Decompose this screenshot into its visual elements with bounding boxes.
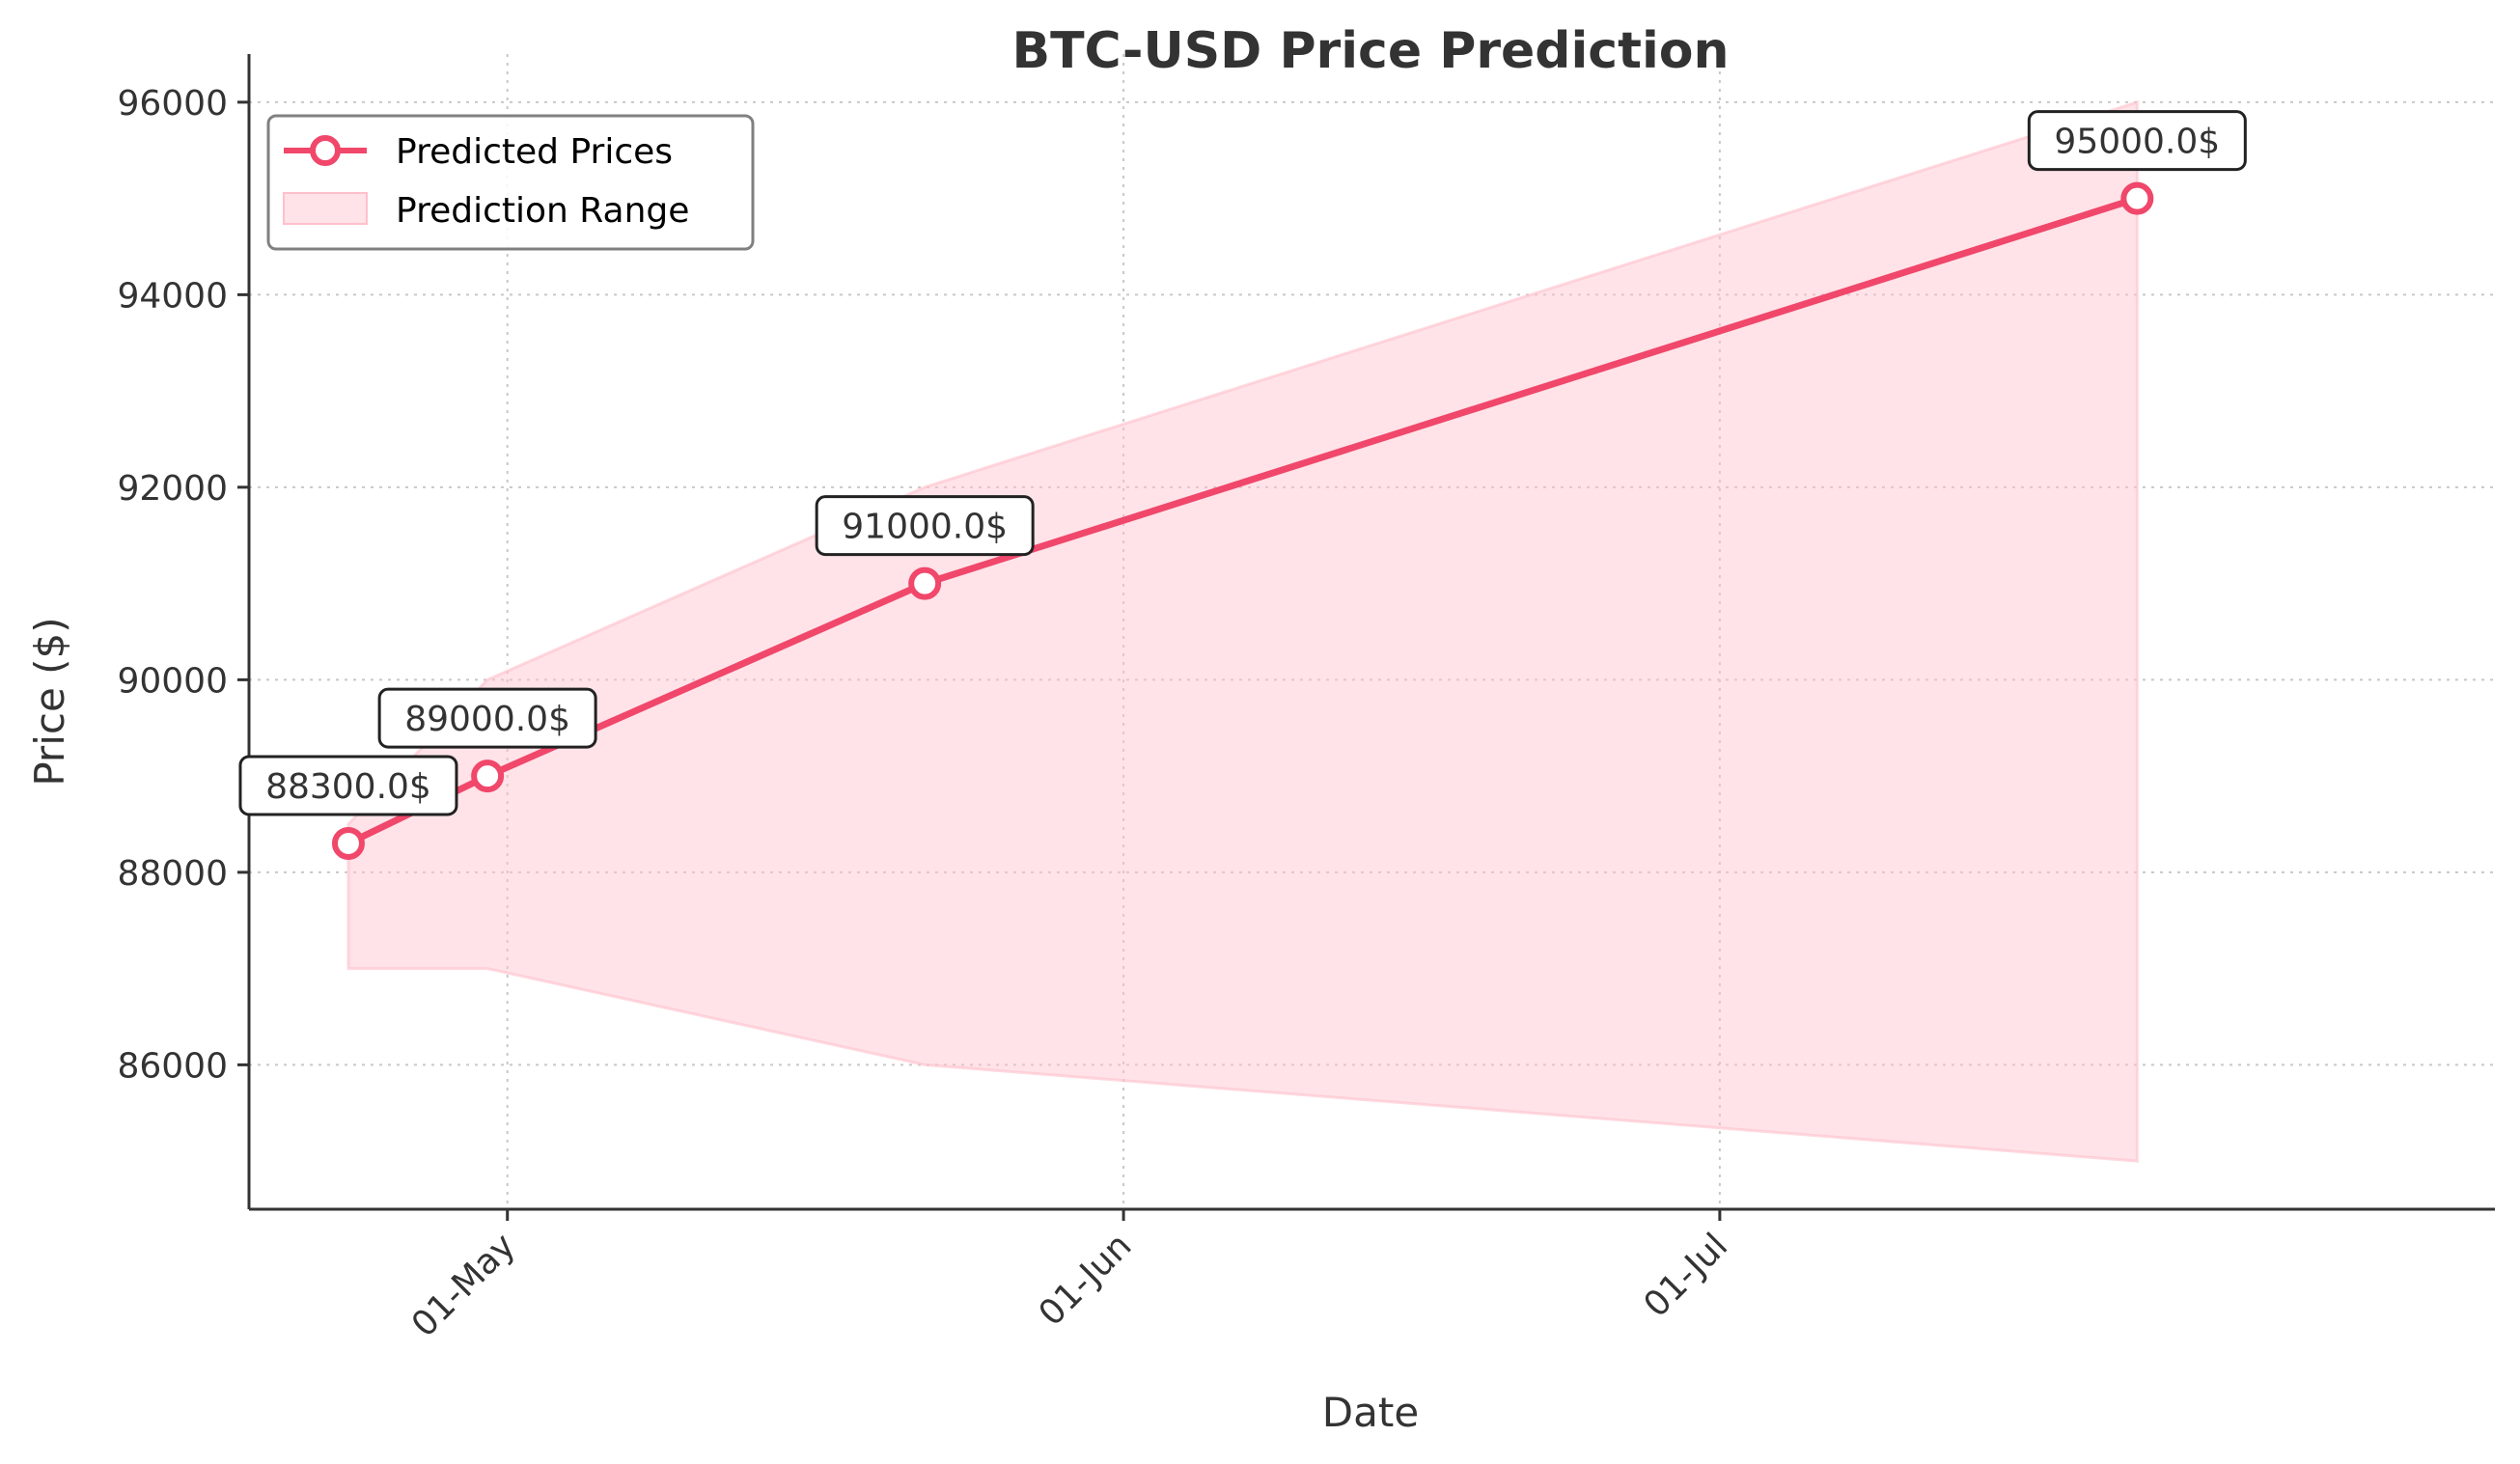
data-label: 89000.0$ xyxy=(404,700,570,739)
data-label: 91000.0$ xyxy=(842,508,1008,547)
prediction-range-area xyxy=(346,99,2139,1163)
y-tick-label: 94000 xyxy=(117,276,228,316)
predicted-price-point xyxy=(471,760,505,793)
y-tick-label: 88000 xyxy=(117,854,228,894)
legend-frame xyxy=(266,114,755,251)
data-label-box xyxy=(815,495,1035,557)
x-tick-label: 01-Jul xyxy=(1637,1226,1736,1325)
prediction-range-band xyxy=(346,99,2139,1163)
legend-label-range: Prediction Range xyxy=(396,191,689,231)
y-tick-label: 86000 xyxy=(117,1046,228,1086)
data-labels: 88300.0$ 89000.0$ 91000.0$ 95000.0$ xyxy=(238,110,2247,816)
chart-title: BTC-USD Price Prediction xyxy=(1011,22,1729,80)
data-label-box xyxy=(377,687,597,749)
x-tick-label: 01-May xyxy=(404,1226,523,1344)
legend: Predicted Prices Prediction Range xyxy=(266,114,755,251)
data-label: 95000.0$ xyxy=(2054,123,2220,162)
predicted-price-point xyxy=(331,826,365,860)
y-axis-label: Price ($) xyxy=(26,617,73,786)
data-label: 88300.0$ xyxy=(265,767,431,807)
y-tick-label: 96000 xyxy=(117,84,228,124)
y-tick-label: 92000 xyxy=(117,469,228,509)
legend-label-predicted: Predicted Prices xyxy=(396,132,673,172)
data-label-box xyxy=(2027,110,2247,172)
legend-marker-swatch xyxy=(310,135,341,166)
data-label-box xyxy=(238,755,458,816)
predicted-price-point xyxy=(2120,181,2154,215)
legend-range-swatch xyxy=(283,192,368,225)
y-tick-label: 90000 xyxy=(117,661,228,701)
x-axis-label: Date xyxy=(1322,1389,1419,1436)
x-tick-label: 01-Jun xyxy=(1032,1226,1140,1334)
predicted-price-point xyxy=(908,566,942,600)
